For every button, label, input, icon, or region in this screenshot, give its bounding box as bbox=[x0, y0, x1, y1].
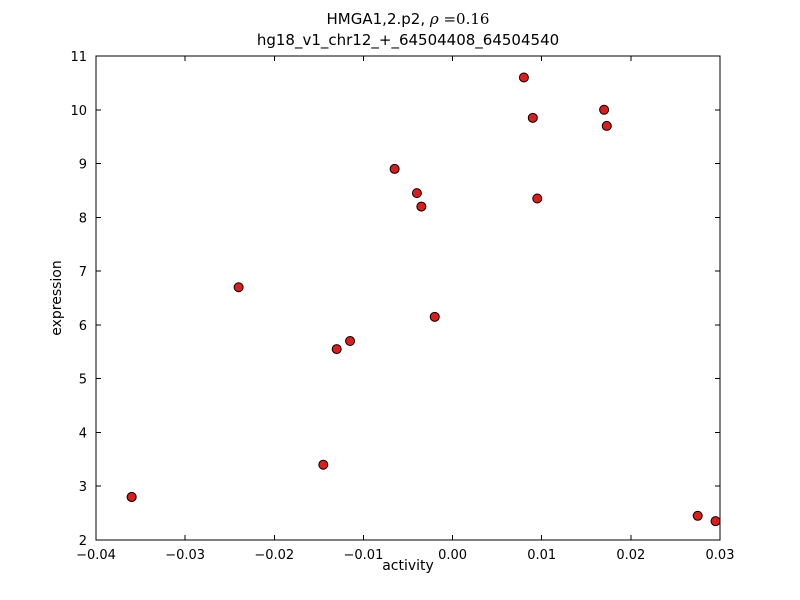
y-tick-label: 3 bbox=[79, 480, 87, 495]
data-point bbox=[692, 510, 703, 521]
data-point bbox=[532, 193, 543, 204]
data-point bbox=[416, 201, 427, 212]
y-tick-label: 7 bbox=[79, 265, 87, 280]
data-point bbox=[331, 344, 342, 355]
x-tick-label: 0.03 bbox=[706, 548, 735, 563]
data-point bbox=[518, 72, 529, 83]
data-point bbox=[126, 491, 137, 502]
data-point bbox=[389, 163, 400, 174]
data-point bbox=[599, 104, 610, 115]
x-tick-label: −0.01 bbox=[344, 548, 384, 563]
y-tick-label: 11 bbox=[70, 50, 87, 65]
rho-symbol: ρ bbox=[429, 10, 439, 28]
x-tick-label: 0.02 bbox=[616, 548, 645, 563]
data-point bbox=[318, 459, 329, 470]
data-point bbox=[233, 282, 244, 293]
y-tick-label: 6 bbox=[79, 319, 87, 334]
x-tick-label: −0.02 bbox=[254, 548, 294, 563]
data-point bbox=[345, 336, 356, 347]
plot-box bbox=[95, 55, 721, 541]
data-point bbox=[601, 120, 612, 131]
x-tick-label: −0.03 bbox=[165, 548, 205, 563]
data-point bbox=[429, 311, 440, 322]
y-tick-label: 2 bbox=[79, 534, 87, 549]
x-axis-label: activity bbox=[382, 558, 434, 574]
chart-title-text: HMGA1,2.p2, bbox=[326, 10, 430, 28]
y-tick-label: 10 bbox=[70, 104, 87, 119]
y-tick-label: 8 bbox=[79, 211, 87, 226]
chart-subtitle: hg18_v1_chr12_+_64504408_64504540 bbox=[256, 31, 560, 49]
y-tick-label: 5 bbox=[79, 373, 87, 388]
x-tick-label: 0.01 bbox=[527, 548, 556, 563]
y-tick-label: 4 bbox=[79, 426, 87, 441]
x-tick-label: 0.00 bbox=[438, 548, 467, 563]
rho-value: =0.16 bbox=[438, 10, 490, 28]
x-tick-label: −0.04 bbox=[76, 548, 116, 563]
data-point bbox=[411, 188, 422, 199]
data-point bbox=[527, 112, 538, 123]
chart-title: HMGA1,2.p2, ρ =0.16 bbox=[96, 10, 720, 28]
y-tick-label: 9 bbox=[79, 158, 87, 173]
data-point bbox=[710, 516, 721, 527]
